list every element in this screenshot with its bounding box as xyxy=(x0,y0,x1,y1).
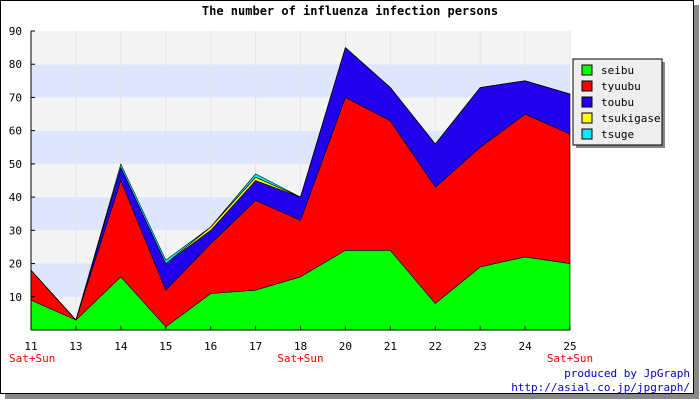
credit-line-1: produced by JpGraph xyxy=(564,367,690,380)
stacked-areas xyxy=(30,47,571,331)
legend-swatch-tyuubu xyxy=(581,80,593,92)
x-tick-label: 11 xyxy=(24,340,37,353)
x-tick-label: 17 xyxy=(249,340,262,353)
x-tick-label: 15 xyxy=(159,340,172,353)
legend: seibu tyuubu toubu tsukigase tsuge xyxy=(572,58,665,148)
x-tick-label: 18 xyxy=(294,340,307,353)
y-tick-label: 30 xyxy=(9,224,22,237)
y-tick-label: 20 xyxy=(9,258,22,271)
legend-swatch-tsuge xyxy=(581,128,593,140)
legend-label-tsukigase: tsukigase xyxy=(601,112,661,125)
y-tick-label: 60 xyxy=(9,125,22,138)
weekend-label: Sat+Sun xyxy=(9,352,55,365)
legend-label-seibu: seibu xyxy=(601,64,634,77)
legend-label-toubu: toubu xyxy=(601,96,634,109)
legend-swatch-tsukigase xyxy=(581,112,593,124)
legend-swatch-toubu xyxy=(581,96,593,108)
legend-swatch-seibu xyxy=(581,64,593,76)
x-tick-label: 22 xyxy=(429,340,442,353)
x-tick-label: 24 xyxy=(518,340,532,353)
x-tick-label: 20 xyxy=(339,340,352,353)
x-tick-label: 14 xyxy=(114,340,128,353)
y-tick-label: 90 xyxy=(9,25,22,38)
x-tick-label: 25 xyxy=(563,340,576,353)
y-tick-label: 50 xyxy=(9,158,22,171)
y-tick-label: 70 xyxy=(9,91,22,104)
axes: 10 20 30 40 50 60 70 80 90 11 13 14 15 16 17 18 20 21 22 23… xyxy=(9,25,593,365)
x-tick-label: 23 xyxy=(474,340,487,353)
y-tick-label: 10 xyxy=(9,291,22,304)
weekend-label: Sat+Sun xyxy=(547,352,593,365)
x-tick-label: 21 xyxy=(384,340,397,353)
y-tick-label: 80 xyxy=(9,58,22,71)
x-tick-label: 13 xyxy=(69,340,82,353)
legend-label-tyuubu: tyuubu xyxy=(601,80,641,93)
chart-title: The number of influenza infection person… xyxy=(202,4,498,18)
x-tick-label: 16 xyxy=(204,340,217,353)
legend-label-tsuge: tsuge xyxy=(601,128,634,141)
credit-link[interactable]: http://asial.co.jp/jpgraph/ xyxy=(511,381,690,394)
y-tick-label: 40 xyxy=(9,191,22,204)
area-tsuge xyxy=(30,47,571,321)
weekend-label: Sat+Sun xyxy=(277,352,323,365)
